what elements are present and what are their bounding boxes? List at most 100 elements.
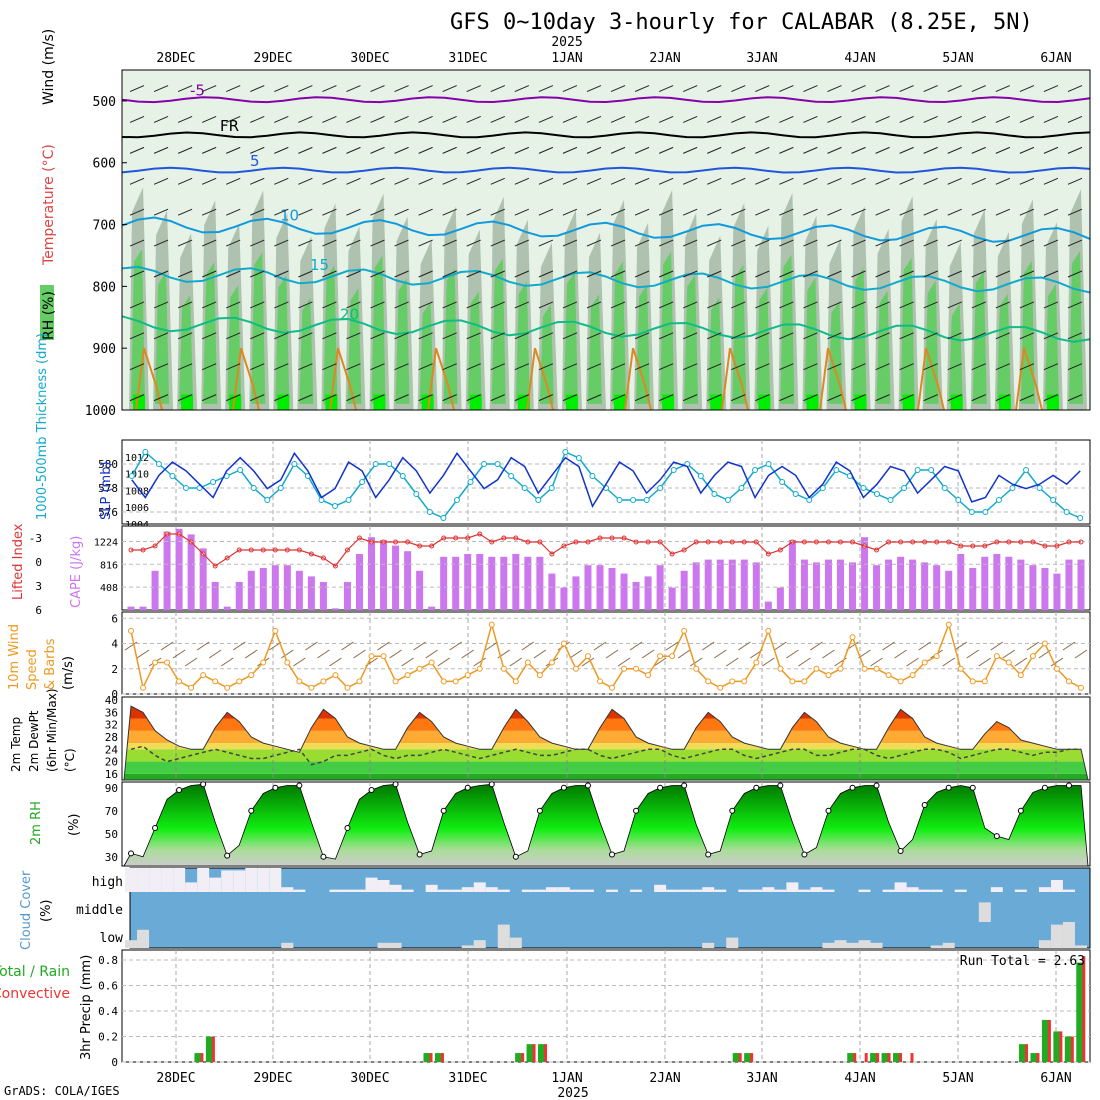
wind-barb [947,363,962,371]
cape-bar [524,556,532,610]
cape-bar [764,601,772,610]
thickness-point [359,479,366,485]
wind-barb [995,363,1011,371]
wind-barb [899,239,914,247]
wind10m-barb [461,649,474,659]
convective-bar [200,1053,204,1062]
convective-bar [1036,1053,1040,1062]
cloud-bar [461,887,474,892]
thickness-point [711,491,718,497]
cape-bar [187,534,195,610]
thickness-point [779,479,786,485]
wind10m-point [885,672,892,679]
thickness-point [182,485,189,491]
wind-barb [466,301,481,309]
cape-bar [247,570,255,610]
cloud-bar [125,868,138,892]
wind-barb [803,208,818,216]
isotherm-line [121,265,1091,294]
rain-bar [526,1044,534,1062]
rh-green-region [924,280,939,404]
cape-bar [536,556,544,610]
wind10m-point [741,678,748,685]
thickness-point [1009,485,1016,491]
wind-barb [346,363,361,371]
slp-line [131,451,1081,509]
wind-barb [442,301,457,309]
wind-barb [634,115,650,123]
wind-barb [418,177,433,185]
rh2m-point [464,784,471,791]
wind-barb [370,270,385,278]
thickness-point [765,461,772,467]
cape-bar [343,582,351,610]
wind-barb [129,239,145,247]
wind-barb [995,85,1011,93]
cloud-bar [497,889,510,892]
wind-barb [442,85,457,93]
rh2m-point [633,807,640,814]
thickness-point [155,461,162,467]
wind-barb [707,301,722,309]
wind-barb [851,270,866,278]
cape-bar [404,551,412,610]
wind10m-point [669,653,676,660]
wind10m-point [945,621,952,628]
top-tick-label: 5JAN [942,51,973,66]
cape-bar [452,556,460,610]
wind10m-point [236,678,243,685]
cloud-bar [894,882,907,892]
top-tick-label: 6JAN [1040,51,1071,66]
pressure-tick-label: 700 [93,219,116,234]
wind-barb [153,239,169,247]
cloud-bar [437,889,450,892]
rh-green-region [708,297,723,404]
cloud-bar [581,889,594,892]
wind10m-point [825,672,832,679]
convective-bar [876,1053,880,1062]
rh2m-tick-label: 70 [105,805,118,818]
wind10m-tick-label: 0 [111,688,118,701]
cloud-bar [245,868,258,892]
wind-barb [250,208,265,216]
wind-barb [201,301,217,309]
cloud-bar [954,889,967,892]
wind-barb [514,332,530,340]
rh2m-point [657,784,664,791]
wind-barb [634,301,650,309]
wind-barb [490,208,505,216]
thickness-point [142,449,149,455]
bottom-tick-label: 6JAN [1040,1071,1071,1086]
wind-barb [779,177,794,185]
rain-bar [732,1053,740,1062]
cape-bar [199,548,207,610]
wind-barb [153,208,169,216]
thickness-point [860,485,867,491]
rh2m-point [897,848,904,855]
wind-barb [803,146,818,154]
thickness-point [995,497,1002,503]
pressure-tick-label: 600 [93,157,116,172]
wind-barb [682,270,698,278]
wind10m-point [488,621,495,628]
wind-barb [851,208,866,216]
wind-barb [682,394,698,402]
cape-bar [812,562,820,610]
temp2m-ylabel: (°C) [63,748,77,772]
wind-barb [634,394,650,402]
wind-barb [1019,177,1035,185]
cloud-layer-label: middle [76,903,123,918]
cloud-bar [702,942,715,948]
cloud-bar [197,868,210,892]
rain-bar [423,1053,431,1062]
wind-barb [779,332,794,340]
wind-barb [322,270,337,278]
wind-barb [250,239,265,247]
wind-barb [370,146,385,154]
wind-barb [875,85,890,93]
thickness-point [914,467,921,473]
thickness-point [643,497,650,503]
rh2m-point [440,807,447,814]
cloud-bar [425,884,438,892]
wind-barb [586,208,602,216]
